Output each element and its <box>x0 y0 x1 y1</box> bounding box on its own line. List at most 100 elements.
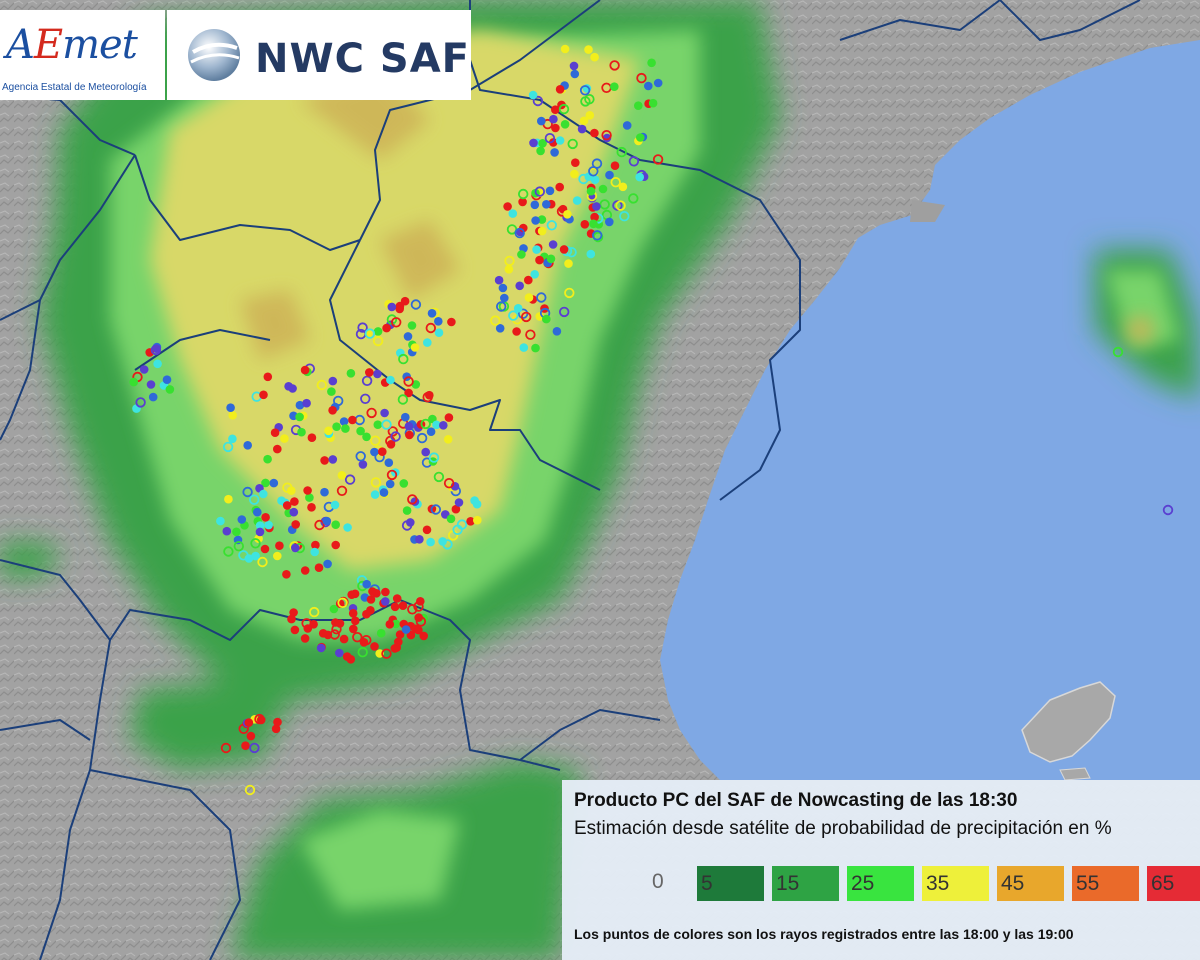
lightning-strike <box>399 479 409 488</box>
lightning-strike <box>362 432 371 442</box>
lightning-strike <box>344 474 356 485</box>
lightning-strike <box>551 105 560 114</box>
lightning-strike <box>473 515 482 525</box>
lightning-strike <box>373 369 382 379</box>
lightning-strike <box>434 328 444 338</box>
lightning-strike <box>592 202 601 211</box>
lightning-strike <box>328 376 338 386</box>
lightning-strike <box>545 186 555 196</box>
lightning-strike <box>162 375 172 385</box>
lightning-strike <box>635 172 644 182</box>
lightning-strike <box>580 96 591 107</box>
lightning-strike <box>447 317 456 327</box>
lightning-strike <box>550 148 559 157</box>
globe-icon <box>188 29 240 81</box>
lightning-strike <box>270 428 280 438</box>
lightning-strike <box>391 317 402 328</box>
lightning-strike <box>521 311 532 323</box>
lightning-strike <box>530 270 539 279</box>
lightning-strike <box>433 471 445 483</box>
lightning-strike <box>402 506 412 515</box>
legend-color-scale: 5 15 25 35 45 55 65 <box>697 866 1200 901</box>
lightning-strike <box>255 527 265 537</box>
lightning-strike <box>648 98 658 108</box>
lightning-strike <box>397 394 409 405</box>
lightning-strike <box>357 647 368 658</box>
lightning-strike <box>590 52 599 62</box>
lightning-strike <box>414 613 424 622</box>
lightning-strike <box>535 255 544 265</box>
lightning-strike <box>260 544 270 554</box>
lightning-strike <box>366 407 377 419</box>
lightning-strike <box>382 323 391 333</box>
lightning-strike <box>579 85 591 96</box>
lightning-strike <box>297 427 306 437</box>
lightning-strike <box>416 597 425 606</box>
lightning-strike <box>398 353 409 365</box>
lightning-strike <box>590 128 599 138</box>
lightning-strike <box>546 220 558 231</box>
lightning-strike <box>222 526 232 536</box>
lightning-strike <box>571 158 580 167</box>
lightning-strike <box>387 426 399 437</box>
legend-swatch-25: 25 <box>847 866 914 901</box>
lightning-strike <box>370 490 380 499</box>
lightning-strike <box>636 133 645 142</box>
lightning-strike <box>531 343 540 353</box>
lightning-strike <box>381 648 392 659</box>
lightning-strike <box>381 419 392 430</box>
lightning-strike <box>246 731 256 741</box>
lightning-strike <box>430 504 442 515</box>
lightning-strike <box>519 223 528 233</box>
lightning-strike <box>259 390 268 400</box>
lightning-strike <box>273 551 282 561</box>
lightning-strike <box>515 281 524 291</box>
lightning-strike <box>366 595 376 604</box>
lightning-strike <box>330 500 340 510</box>
lightning-strike <box>341 424 350 433</box>
lightning-strike <box>385 620 395 629</box>
lightning-strike <box>328 406 337 415</box>
lightning-strike <box>324 426 333 436</box>
lightning-strike <box>223 546 234 557</box>
lightning-strike <box>386 440 396 449</box>
lightning-strike <box>300 365 310 375</box>
lightning-strike <box>490 315 501 326</box>
lightning-strike <box>616 146 627 158</box>
lightning-strike <box>577 124 587 134</box>
lightning-strike <box>243 441 252 450</box>
lightning-strike <box>524 293 534 302</box>
lightning-strike <box>512 327 521 336</box>
lightning-strike <box>569 61 579 71</box>
lightning-strike <box>339 634 349 644</box>
lightning-strike <box>531 216 540 225</box>
lightning-strike <box>567 138 578 150</box>
nwc-saf-logo: NWC SAF <box>167 10 471 100</box>
lightning-strike <box>314 563 324 572</box>
lightning-strike <box>405 430 414 440</box>
lightning-strike <box>352 632 363 643</box>
lightning-strike <box>295 412 304 422</box>
lightning-strike <box>555 136 565 145</box>
legend-swatch-45: 45 <box>997 866 1064 901</box>
lightning-strike <box>416 432 428 444</box>
lightning-strike <box>404 422 414 431</box>
lightning-strike <box>311 540 320 550</box>
lightning-strike <box>504 255 515 267</box>
lightning-strike <box>153 359 162 369</box>
lightning-strike <box>261 478 270 488</box>
lightning-strike <box>241 741 250 750</box>
lightning-strike <box>390 431 401 442</box>
lightning-strike <box>438 537 447 546</box>
lightning-strike <box>552 327 562 336</box>
lightning-strike <box>560 120 570 129</box>
lightning-strike <box>277 496 286 506</box>
lightning-strike <box>331 540 341 550</box>
lightning-strike <box>307 503 316 512</box>
lightning-strike <box>518 188 529 200</box>
lightning-strike <box>578 173 589 185</box>
lightning-strike <box>263 454 272 464</box>
lightning-strike <box>289 608 298 617</box>
lightning-strike <box>356 426 365 436</box>
